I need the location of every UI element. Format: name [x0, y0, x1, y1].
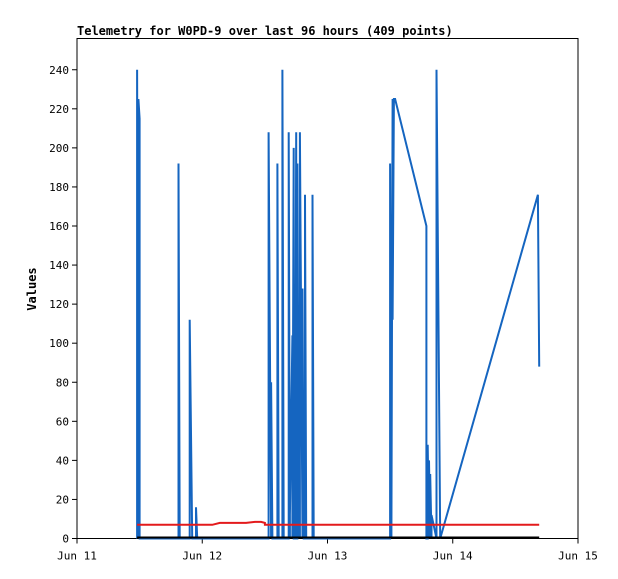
- y-tick-label: 80: [56, 376, 69, 389]
- x-axis: Jun 11 Jun 12 Jun 13 Jun 14 Jun 15: [57, 538, 598, 563]
- x-tick-label: Jun 12: [182, 550, 222, 563]
- x-tick-label: Jun 14: [433, 550, 473, 563]
- y-tick-label: 220: [49, 103, 69, 116]
- y-tick-label: 60: [56, 415, 69, 428]
- y-axis-label: Values: [25, 267, 39, 310]
- x-tick-label: Jun 15: [558, 550, 598, 563]
- x-tick-label: Jun 11: [57, 550, 97, 563]
- plot-frame: [76, 38, 579, 539]
- y-tick-label: 100: [49, 337, 69, 350]
- y-tick-label: 200: [49, 142, 69, 155]
- chart-title: Telemetry for W0PD-9 over last 96 hours …: [77, 24, 453, 38]
- y-tick-label: 240: [49, 64, 69, 77]
- y-tick-label: 160: [49, 220, 69, 233]
- x-tick-label: Jun 13: [308, 550, 348, 563]
- y-tick-label: 40: [56, 454, 69, 467]
- y-tick-label: 0: [62, 533, 69, 546]
- red-series-line: [137, 520, 540, 526]
- series-layer: [136, 69, 541, 540]
- y-tick-label: 120: [49, 298, 69, 311]
- y-tick-label: 180: [49, 181, 69, 194]
- y-axis: 0 20 40 60 80 100 120 140 160 180 200 220 240: [49, 64, 77, 546]
- y-tick-label: 20: [56, 493, 69, 506]
- y-tick-label: 140: [49, 259, 69, 272]
